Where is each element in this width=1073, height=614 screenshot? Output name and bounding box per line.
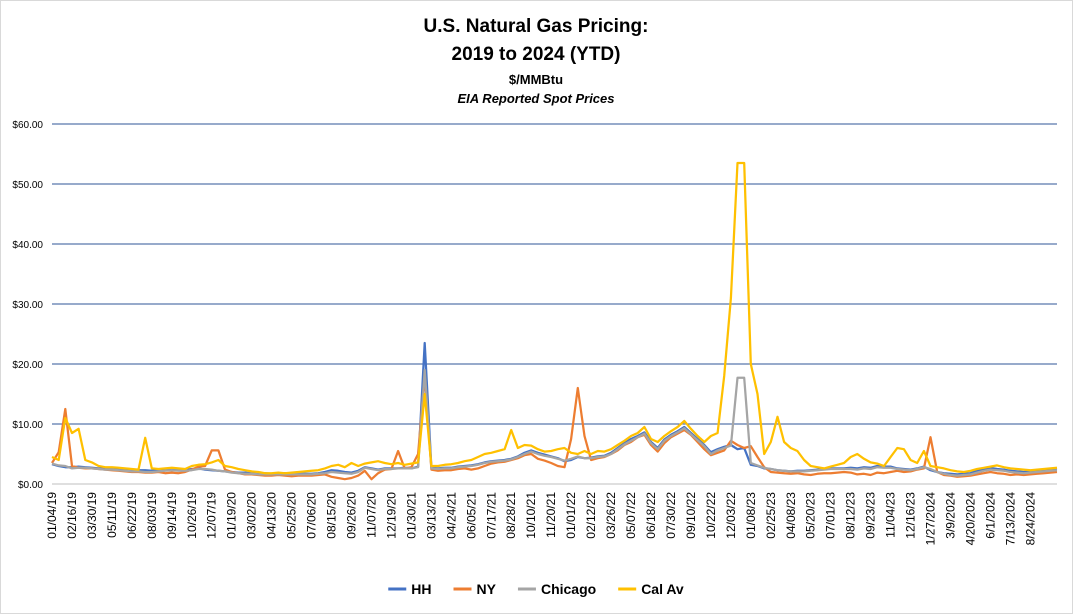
chart-title: U.S. Natural Gas Pricing: <box>424 16 649 37</box>
y-tick-label: $10.00 <box>12 420 43 431</box>
x-tick-label: 01/04/19 <box>45 492 59 539</box>
legend-label: Cal Av <box>641 581 684 597</box>
legend-item: NY <box>453 581 497 597</box>
x-tick-label: 08/28/21 <box>504 492 518 539</box>
x-tick-label: 02/12/22 <box>584 492 598 539</box>
x-tick-label: 10/22/22 <box>704 492 718 539</box>
legend-label: HH <box>411 581 431 597</box>
legend: HH NY Chicago Cal Av <box>388 581 684 597</box>
x-tick-label: 06/22/19 <box>125 492 139 539</box>
x-tick-label: 01/19/20 <box>225 492 239 539</box>
x-tick-label: 08/12/23 <box>844 492 858 539</box>
x-tick-label: 03/26/22 <box>604 492 618 539</box>
x-tick-label: 7/13/2024 <box>1003 492 1017 546</box>
x-tick-label: 07/30/22 <box>664 492 678 539</box>
legend-label: Chicago <box>541 581 596 597</box>
x-tick-label: 08/15/20 <box>325 492 339 539</box>
x-tick-label: 10/10/21 <box>524 492 538 539</box>
chart-title: 2019 to 2024 (YTD) <box>452 44 621 65</box>
x-tick-label: 03/02/20 <box>245 492 259 539</box>
chart-subtitle: EIA Reported Spot Prices <box>458 91 615 106</box>
x-tick-label: 07/01/23 <box>824 492 838 539</box>
x-tick-label: 05/25/20 <box>285 492 299 539</box>
x-tick-label: 12/19/20 <box>384 492 398 539</box>
x-tick-label: 06/05/21 <box>464 492 478 539</box>
y-tick-label: $50.00 <box>12 180 43 191</box>
y-tick-label: $30.00 <box>12 300 43 311</box>
x-tick-label: 12/16/23 <box>904 492 918 539</box>
x-tick-label: 01/30/21 <box>404 492 418 539</box>
x-tick-label: 02/16/19 <box>65 492 79 539</box>
series-line <box>51 368 1058 477</box>
chart-subtitle: $/MMBtu <box>509 72 563 87</box>
x-tick-label: 09/10/22 <box>684 492 698 539</box>
x-tick-label: 02/25/23 <box>764 492 778 539</box>
x-tick-label: 1/27/2024 <box>924 492 938 546</box>
x-tick-label: 12/07/19 <box>205 492 219 539</box>
y-tick-label: $60.00 <box>12 120 43 131</box>
x-tick-label: 01/08/23 <box>744 492 758 539</box>
x-tick-label: 11/04/23 <box>884 492 898 538</box>
x-tick-label: 01/01/22 <box>564 492 578 539</box>
x-tick-label: 3/9/2024 <box>944 492 958 539</box>
x-tick-label: 4/20/2024 <box>963 492 977 546</box>
legend-item: Chicago <box>517 581 596 597</box>
x-tick-label: 8/24/2024 <box>1023 492 1037 546</box>
x-tick-label: 08/03/19 <box>145 492 159 539</box>
x-tick-label: 09/26/20 <box>345 492 359 539</box>
y-tick-label: $40.00 <box>12 240 43 251</box>
legend-item: Cal Av <box>618 581 684 597</box>
series-line <box>51 161 1058 475</box>
x-tick-label: 04/08/23 <box>784 492 798 539</box>
x-tick-label: 07/06/20 <box>305 492 319 539</box>
x-tick-label: 05/11/19 <box>105 492 119 538</box>
legend-label: NY <box>477 581 497 597</box>
x-tick-label: 03/13/21 <box>424 492 438 539</box>
series-line <box>51 374 1058 481</box>
y-tick-label: $20.00 <box>12 360 43 371</box>
x-tick-label: 09/14/19 <box>165 492 179 539</box>
x-tick-label: 04/24/21 <box>444 492 458 539</box>
x-tick-label: 07/17/21 <box>484 492 498 539</box>
x-tick-label: 10/26/19 <box>185 492 199 539</box>
y-tick-label: $0.00 <box>18 480 43 491</box>
legend-item: HH <box>388 581 432 597</box>
x-tick-label: 06/18/22 <box>644 492 658 539</box>
x-tick-label: 09/23/23 <box>864 492 878 539</box>
x-tick-label: 04/13/20 <box>265 492 279 539</box>
x-tick-label: 11/07/20 <box>364 492 378 538</box>
x-tick-label: 05/20/23 <box>804 492 818 539</box>
x-tick-label: 11/20/21 <box>544 492 558 538</box>
x-tick-label: 03/30/19 <box>85 492 99 539</box>
x-tick-label: 12/03/22 <box>724 492 738 539</box>
x-tick-label: 6/1/2024 <box>983 492 997 539</box>
x-tick-label: 05/07/22 <box>624 492 638 539</box>
